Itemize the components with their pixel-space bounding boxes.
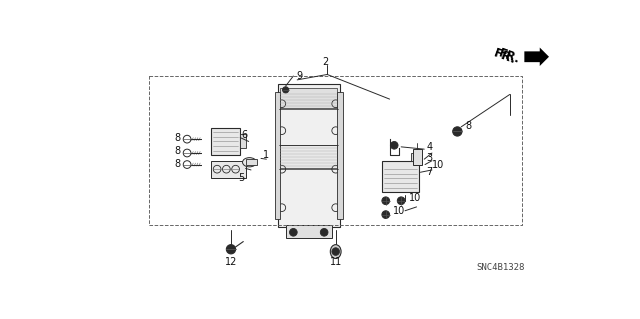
Text: 10: 10 [409,193,421,203]
Text: 5: 5 [238,173,244,183]
Text: 9: 9 [296,71,303,81]
Circle shape [452,127,462,136]
Bar [411,153,417,161]
Bar [275,92,280,219]
Bar [413,149,422,165]
Text: 1: 1 [262,150,269,160]
Circle shape [289,228,297,236]
Text: 10: 10 [394,206,406,216]
Text: 11: 11 [330,257,342,267]
Circle shape [227,245,236,254]
Circle shape [390,141,398,149]
Circle shape [283,87,289,93]
Bar [382,161,419,191]
Polygon shape [524,48,549,66]
Text: 8: 8 [174,133,180,143]
Bar [337,92,342,219]
Bar [246,159,257,165]
Circle shape [382,197,390,204]
Text: 8: 8 [174,159,180,169]
Ellipse shape [330,245,341,258]
Circle shape [382,211,390,219]
Bar [285,225,332,239]
Text: SNC4B1328: SNC4B1328 [476,263,524,272]
Text: 8: 8 [174,146,180,157]
Text: 4: 4 [427,142,433,152]
Bar [280,88,337,108]
Bar [211,128,240,154]
Text: 7: 7 [427,167,433,177]
Circle shape [397,197,405,204]
Bar [280,145,337,168]
Text: 8: 8 [465,121,471,131]
Circle shape [332,248,340,256]
Bar [211,161,246,178]
Bar [240,134,246,148]
Text: 2: 2 [322,57,328,67]
Text: 6: 6 [241,130,247,140]
Text: 12: 12 [225,257,237,267]
Text: 10: 10 [432,160,444,170]
Bar [278,85,340,227]
Text: FR.: FR. [492,47,518,67]
Text: FR.: FR. [497,47,522,67]
Ellipse shape [243,158,257,167]
Circle shape [320,228,328,236]
Text: 3: 3 [427,153,433,163]
